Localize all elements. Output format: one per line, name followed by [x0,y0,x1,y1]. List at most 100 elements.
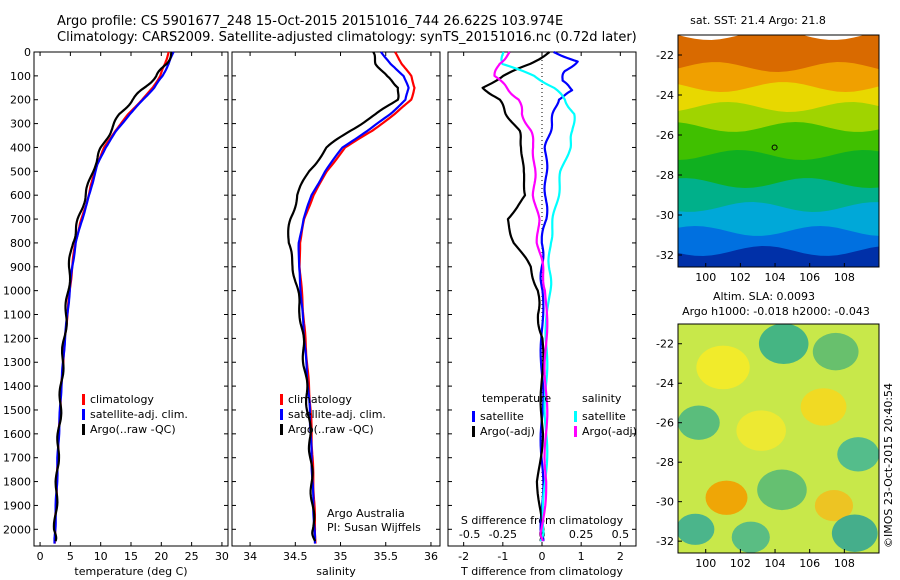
temperature-panel: 0100200300400500600700800900100011001200… [3,46,229,578]
sla-map-anomaly-blob [705,480,748,515]
sla-map-anomaly-blob [757,469,807,511]
diff-legend-label: satellite [480,410,524,423]
sla-map-anomaly-blob [812,332,859,371]
salinity-series-argo-raw-qc- [287,51,400,542]
sst-map-lat-label: -24 [656,89,674,102]
salinity-diff-tick-label: 0.5 [612,528,630,541]
sst-map-title: sat. SST: 21.4 Argo: 21.8 [690,14,826,27]
depth-tick-label: 100 [10,70,31,83]
sst-map-lat-label: -32 [656,249,674,262]
difference-panel: -2 -1 0 1 2 T difference from climatology -0.5… [447,51,637,578]
temperature-legend-label: Argo(..raw -QC) [90,423,176,436]
temperature-xtick-label: 15 [124,550,138,563]
sla-map-anomaly-blob [800,388,847,426]
diff-legend-label: Argo(-adj) [582,425,637,438]
temperature-xtick-label: 10 [94,550,108,563]
sst-map-band [678,225,879,259]
temperature-xtick-label: 5 [67,550,74,563]
depth-tick-label: 900 [10,261,31,274]
temperature-xtick-label: 25 [185,550,199,563]
figure-title-line-2: Climatology: CARS2009. Satellite-adjuste… [57,30,637,45]
sla-map-anomaly-blob [736,410,786,451]
depth-tick-label: 1400 [3,380,31,393]
figure-title-line-1: Argo profile: CS 5901677_248 15-Oct-2015… [57,14,564,29]
sst-map-band [678,101,879,135]
sla-map-lon-label: 100 [695,557,716,570]
sla-map-anomaly-blob [814,490,854,522]
sst-map-lat-label: -22 [656,49,674,62]
salinity-legend-swatch [280,394,283,405]
sst-map: 100 102 104 106 108 -22 -24 -26 -28 -30 -32 [656,34,880,284]
salinity-diff-tick-label: 0.25 [569,528,594,541]
diff-legend-label: Argo(-adj) [480,425,535,438]
sla-map-anomaly-blob [837,437,879,472]
temperature-series-satellite-adj-clim- [53,51,175,544]
salinity-axes-frame [231,51,441,547]
sst-map-lon-label: 106 [799,271,820,284]
depth-tick-label: 1900 [3,499,31,512]
sst-map-frame [677,34,880,268]
salinity-legend-label: Argo(..raw -QC) [288,423,374,436]
difference-xtick-label: 1 [578,550,585,563]
depth-tick-label: 1500 [3,404,31,417]
sla-map-lat-label: -32 [656,535,674,548]
sst-map-field [678,35,879,267]
salinity-series-satellite-adj-clim- [297,51,410,544]
temperature-xtick-label: 20 [154,550,168,563]
profile-location-marker [771,144,778,151]
depth-tick-label: 600 [10,189,31,202]
diff-legend-title-temperature: temperature [482,392,551,405]
difference-series-salinity-satellite [500,51,576,542]
salinity-panel: 34 34.5 35 35.5 36 salinity climatology satelli… [231,51,441,578]
sst-map-band [678,245,879,267]
sst-map-band [678,61,879,95]
sla-map-title-line-1: Altim. SLA: 0.0093 [713,290,815,303]
salinity-legend-swatch [280,424,283,435]
salinity-xtick-label: 35 [334,550,348,563]
temperature-xlabel: temperature (deg C) [74,565,187,578]
diff-legend-label: satellite [582,410,626,423]
sst-map-lat-label: -28 [656,169,674,182]
sla-map-anomaly-blob [731,521,770,553]
salinity-legend-label: satellite-adj. clim. [288,408,386,421]
difference-series-salinity-argo-adj- [493,51,549,542]
salinity-legend-label: climatology [288,393,352,406]
depth-tick-label: 1300 [3,356,31,369]
salinity-xtick-label: 35.5 [373,550,398,563]
sst-map-lat-label: -30 [656,209,674,222]
salinity-xtick-label: 34.5 [283,550,308,563]
temperature-legend-swatch [82,394,85,405]
depth-tick-label: 1800 [3,476,31,489]
sst-map-band [678,149,879,191]
depth-tick-label: 400 [10,141,31,154]
sla-map-lat-label: -22 [656,338,674,351]
sla-map-anomaly-blob [678,405,720,440]
sla-map-lon-label: 108 [834,557,855,570]
difference-xtick-label: 0 [539,550,546,563]
sla-map: 100 102 104 106 108 -22 -24 -26 -28 -30 -32 [656,323,880,570]
pi-name-note: PI: Susan Wijffels [327,521,421,534]
salinity-diff-tick-label: -0.25 [489,528,517,541]
depth-tick-label: 1100 [3,309,31,322]
sla-map-frame [677,323,880,554]
diff-legend-swatch [472,411,475,422]
depth-tick-label: 700 [10,213,31,226]
sla-map-anomaly-blob [831,514,878,552]
depth-tick-label: 500 [10,165,31,178]
temperature-axes-frame [33,51,229,547]
difference-series-temperature-argo-adj- [481,51,551,542]
sla-map-anomaly-blob [758,324,809,365]
difference-xtick-label: -1 [497,550,508,563]
temperature-legend-swatch [82,424,85,435]
temperature-xtick-label: 0 [37,550,44,563]
salinity-xtick-label: 34 [243,550,257,563]
difference-xlabel: T difference from climatology [460,565,623,578]
sla-map-lat-label: -26 [656,417,674,430]
sla-map-field [678,324,879,553]
diff-legend-swatch [574,411,577,422]
temperature-legend-label: satellite-adj. clim. [90,408,188,421]
sla-map-anomaly-blob [696,345,750,390]
diff-legend-swatch [574,426,577,437]
depth-tick-label: 200 [10,94,31,107]
